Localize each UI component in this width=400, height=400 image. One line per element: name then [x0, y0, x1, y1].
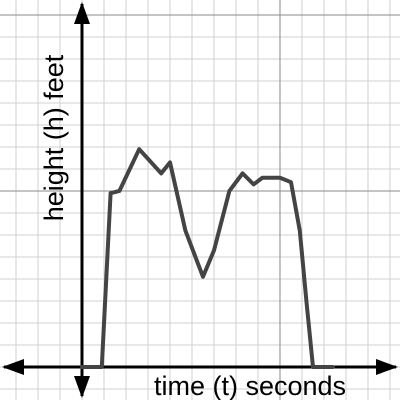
axis-arrow: [73, 2, 90, 24]
y-axis-label: height (h) feet: [39, 54, 69, 221]
axis-arrow: [376, 358, 398, 375]
axis-arrow: [73, 376, 90, 398]
axis-arrow: [2, 358, 24, 375]
x-axis-label: time (t) seconds: [154, 371, 346, 400]
data-line: [79, 147, 335, 369]
